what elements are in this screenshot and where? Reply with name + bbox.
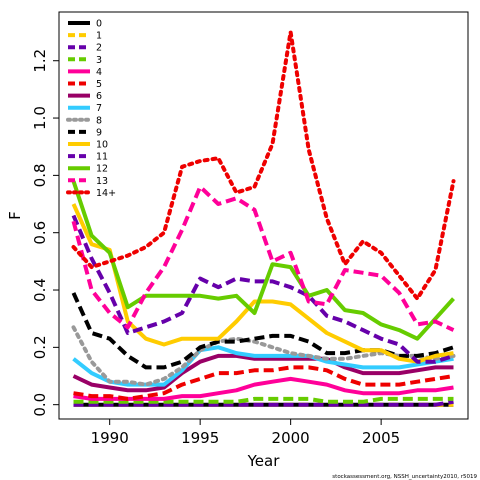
legend-item-11: 11 [68, 152, 108, 163]
legend-label: 0 [96, 19, 102, 30]
legend-label: 9 [96, 127, 102, 138]
legend-label: 6 [96, 91, 102, 102]
legend-item-12: 12 [68, 164, 108, 175]
series-line-7 [72, 345, 454, 387]
x-tick-label: 2000 [272, 429, 310, 447]
legend-item-3: 3 [68, 55, 102, 66]
series-line-6 [72, 353, 454, 393]
credit-text: stockassessment.org, NSSH_uncertainty201… [332, 474, 477, 480]
legend-item-8: 8 [66, 115, 102, 126]
legend-label: 13 [96, 176, 108, 187]
series-line-11 [71, 214, 455, 364]
y-tick-label: 0.2 [31, 335, 49, 359]
y-axis: 0.0 0.2 0.4 0.6 0.8 1.0 1.2 [31, 49, 59, 417]
legend-item-10: 10 [68, 140, 108, 151]
y-tick-label: 0.8 [31, 163, 49, 187]
y-tick-label: 0.6 [31, 221, 49, 245]
legend-label: 2 [96, 43, 102, 54]
legend-label: 10 [96, 140, 108, 151]
legend-label: 3 [96, 55, 102, 66]
y-tick-label: 0.0 [31, 393, 49, 417]
x-axis: 1990 1995 2000 2005 [91, 419, 400, 447]
series-layer [71, 30, 456, 407]
legend-item-0: 0 [68, 19, 102, 30]
legend-item-13: 13 [68, 176, 108, 187]
series-line-12 [71, 180, 455, 341]
x-tick-label: 1990 [91, 429, 129, 447]
legend-label: 14+ [96, 188, 116, 199]
legend-label: 7 [96, 103, 102, 114]
legend-item-5: 5 [68, 79, 102, 90]
y-axis-label: F [6, 211, 24, 220]
legend-label: 11 [96, 152, 108, 163]
legend-item-6: 6 [68, 91, 102, 102]
plot-frame [58, 11, 469, 420]
x-axis-label: Year [247, 452, 281, 470]
series-line-3 [73, 396, 454, 404]
legend-item-7: 7 [68, 103, 102, 114]
legend-label: 5 [96, 79, 102, 90]
x-tick-label: 1995 [181, 429, 219, 447]
series-line-2 [73, 399, 454, 407]
legend-item-2: 2 [68, 43, 102, 54]
legend-item-4: 4 [68, 67, 102, 78]
legend-label: 4 [96, 67, 102, 78]
legend-label: 12 [96, 164, 108, 175]
legend-item-14: 14+ [66, 188, 116, 199]
legend-item-9: 9 [68, 127, 102, 138]
y-tick-label: 1.0 [31, 106, 49, 130]
y-tick-label: 0.4 [31, 278, 49, 302]
series-line-5 [73, 365, 454, 401]
series-line-14 [71, 30, 456, 301]
legend-label: 8 [96, 115, 102, 126]
series-line-13 [71, 184, 455, 332]
legend-item-1: 1 [68, 31, 102, 42]
x-tick-label: 2005 [362, 429, 400, 447]
y-tick-label: 1.2 [31, 49, 49, 73]
legend-label: 1 [96, 31, 102, 42]
